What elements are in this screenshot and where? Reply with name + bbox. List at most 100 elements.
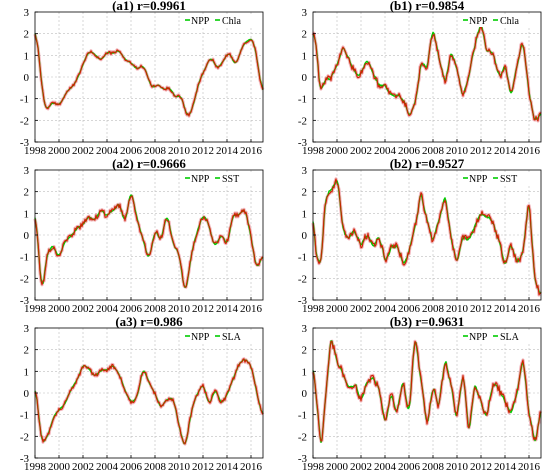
series-line-sla <box>34 358 264 445</box>
series-line-npp <box>312 340 542 443</box>
legend: NPP Chla <box>181 14 261 27</box>
x-tick-label: 2014 <box>216 461 239 473</box>
x-tick-label: 1998 <box>24 461 47 473</box>
y-tick-label: 0 <box>24 72 30 84</box>
legend-label-npp: NPP <box>469 332 488 343</box>
x-tick-label: 2016 <box>240 303 263 315</box>
x-tick-label: 2006 <box>398 145 421 157</box>
legend: NPP Chla <box>459 14 539 27</box>
panel-title: (a1) r=0.9961 <box>112 0 186 13</box>
x-tick-label: 2008 <box>422 461 445 473</box>
y-tick-label: 3 <box>302 165 308 177</box>
x-tick-label: 2004 <box>96 461 119 473</box>
legend-label-variable: Chla <box>222 16 241 27</box>
y-tick-label: 0 <box>302 230 308 242</box>
panel-title: (a2) r=0.9666 <box>112 156 186 171</box>
legend-label-npp: NPP <box>191 16 210 27</box>
legend-background <box>459 14 539 27</box>
legend: NPP SST <box>181 172 261 185</box>
x-tick-label: 1998 <box>24 145 47 157</box>
legend-background <box>459 172 539 185</box>
legend-label-variable: SST <box>500 174 517 185</box>
x-tick-label: 2006 <box>120 461 143 473</box>
x-tick-label: 2000 <box>326 145 349 157</box>
y-tick-label: -1 <box>20 252 29 264</box>
x-tick-label: 2004 <box>96 145 119 157</box>
legend-label-variable: SST <box>222 174 239 185</box>
x-tick-label: 2014 <box>216 145 239 157</box>
x-tick-label: 2012 <box>192 303 214 315</box>
legend-label-variable: Chla <box>500 16 519 27</box>
x-tick-label: 2010 <box>168 461 191 473</box>
panel-title: (a3) r=0.986 <box>115 314 183 329</box>
y-tick-label: 3 <box>302 7 308 19</box>
y-tick-label: 3 <box>24 165 30 177</box>
x-tick-label: 2010 <box>446 145 469 157</box>
x-tick-label: 2014 <box>494 145 517 157</box>
y-tick-label: -1 <box>298 410 307 422</box>
x-tick-label: 2000 <box>48 303 71 315</box>
x-tick-label: 2012 <box>470 145 492 157</box>
y-tick-label: 0 <box>302 388 308 400</box>
y-tick-label: -1 <box>298 94 307 106</box>
x-tick-label: 2016 <box>240 145 263 157</box>
x-tick-label: 2004 <box>374 461 397 473</box>
y-tick-label: -2 <box>298 273 307 285</box>
legend-label-npp: NPP <box>191 174 210 185</box>
y-tick-label: 2 <box>302 29 308 41</box>
panel-5: (a3) r=0.986 1998 2000 2002 2004 2006 2008 2010… <box>20 314 265 473</box>
x-tick-label: 1998 <box>302 303 325 315</box>
y-tick-label: 0 <box>302 72 308 84</box>
panel-title: (b3) r=0.9631 <box>390 314 465 329</box>
y-tick-label: 3 <box>302 323 308 335</box>
x-tick-label: 2004 <box>374 145 397 157</box>
x-tick-label: 2008 <box>144 145 167 157</box>
x-tick-label: 2002 <box>72 303 94 315</box>
y-tick-label: 1 <box>302 208 308 220</box>
legend-label-variable: SLA <box>222 332 242 343</box>
y-tick-label: -2 <box>20 273 29 285</box>
y-tick-label: -3 <box>20 295 30 307</box>
x-tick-label: 2008 <box>422 303 445 315</box>
x-tick-label: 2014 <box>494 461 517 473</box>
series-line-sst <box>34 195 264 288</box>
x-tick-label: 2000 <box>326 461 349 473</box>
panel-title: (b2) r=0.9527 <box>390 156 465 171</box>
x-tick-label: 2002 <box>350 303 372 315</box>
series-shadow <box>33 194 264 289</box>
x-tick-label: 2000 <box>48 145 71 157</box>
legend-background <box>459 330 539 343</box>
y-tick-label: 1 <box>24 50 30 62</box>
y-tick-label: 2 <box>24 187 30 199</box>
legend-background <box>181 14 261 27</box>
series-line-npp <box>34 359 264 445</box>
series-shadow <box>33 33 265 118</box>
legend-label-npp: NPP <box>469 16 488 27</box>
y-tick-label: -2 <box>298 431 307 443</box>
y-tick-label: -2 <box>20 115 29 127</box>
y-tick-label: -3 <box>20 453 30 465</box>
x-tick-label: 2012 <box>470 461 492 473</box>
series-line-npp <box>34 33 264 116</box>
x-tick-label: 2004 <box>96 303 119 315</box>
y-tick-label: -2 <box>298 115 307 127</box>
y-tick-label: 1 <box>24 366 30 378</box>
x-tick-label: 2006 <box>120 145 143 157</box>
legend-label-npp: NPP <box>191 332 210 343</box>
x-tick-label: 2008 <box>422 145 445 157</box>
x-tick-label: 2016 <box>518 461 541 473</box>
x-tick-label: 2002 <box>350 145 372 157</box>
legend-background <box>181 330 261 343</box>
series-line-chla <box>34 33 264 117</box>
x-tick-label: 2014 <box>494 303 517 315</box>
x-tick-label: 2010 <box>168 303 191 315</box>
x-tick-label: 2008 <box>144 461 167 473</box>
x-tick-label: 2006 <box>398 303 421 315</box>
y-tick-label: -3 <box>298 295 308 307</box>
y-tick-label: -1 <box>20 94 29 106</box>
